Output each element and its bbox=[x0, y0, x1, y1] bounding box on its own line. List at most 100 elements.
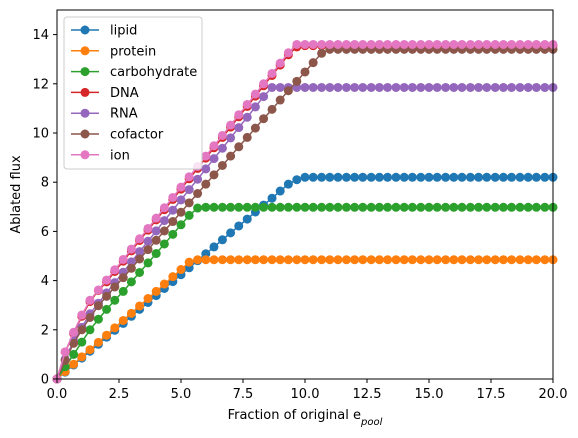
data-point bbox=[226, 120, 236, 130]
data-point bbox=[507, 255, 517, 265]
data-point bbox=[267, 193, 277, 203]
data-point bbox=[226, 255, 236, 265]
data-point bbox=[424, 202, 434, 212]
y-axis-title: Ablated flux bbox=[9, 155, 24, 234]
data-point bbox=[201, 255, 211, 265]
data-point bbox=[490, 82, 500, 92]
data-point bbox=[515, 255, 525, 265]
x-tick-label: 2.5 bbox=[109, 387, 130, 402]
x-tick-label: 10.0 bbox=[291, 387, 320, 402]
data-point bbox=[135, 301, 145, 311]
data-point bbox=[358, 82, 368, 92]
data-point bbox=[267, 255, 277, 265]
data-point bbox=[308, 39, 318, 49]
x-tick-label: 17.5 bbox=[477, 387, 506, 402]
data-point bbox=[217, 143, 227, 153]
data-point bbox=[482, 82, 492, 92]
data-point bbox=[135, 267, 145, 277]
data-point bbox=[226, 133, 236, 143]
data-point bbox=[366, 255, 376, 265]
data-point bbox=[259, 79, 269, 89]
data-point bbox=[449, 39, 459, 49]
data-point bbox=[383, 172, 393, 182]
data-point bbox=[498, 39, 508, 49]
data-point bbox=[383, 39, 393, 49]
data-point bbox=[416, 39, 426, 49]
data-point bbox=[110, 323, 120, 333]
data-point bbox=[350, 202, 360, 212]
data-point bbox=[366, 82, 376, 92]
data-point bbox=[449, 82, 459, 92]
data-point bbox=[482, 255, 492, 265]
x-tick-label: 5.0 bbox=[171, 387, 192, 402]
data-point bbox=[234, 255, 244, 265]
data-point bbox=[193, 174, 203, 184]
data-point bbox=[399, 255, 409, 265]
data-point bbox=[110, 282, 120, 292]
data-point bbox=[465, 82, 475, 92]
data-point bbox=[325, 202, 335, 212]
data-point bbox=[317, 82, 327, 92]
data-point bbox=[168, 217, 178, 227]
data-point bbox=[275, 255, 285, 265]
data-point bbox=[300, 172, 310, 182]
data-point bbox=[217, 255, 227, 265]
data-point bbox=[465, 202, 475, 212]
series-carbohydrate bbox=[52, 202, 558, 384]
data-point bbox=[317, 48, 327, 58]
data-point bbox=[292, 76, 302, 86]
data-point bbox=[118, 254, 128, 264]
y-tick-label: 14 bbox=[32, 28, 49, 43]
data-point bbox=[209, 170, 219, 180]
data-point bbox=[159, 226, 169, 236]
legend-label: DNA bbox=[110, 86, 139, 101]
data-point bbox=[317, 202, 327, 212]
data-point bbox=[184, 198, 194, 208]
data-point bbox=[151, 249, 161, 259]
data-point bbox=[93, 314, 103, 324]
data-point bbox=[540, 255, 550, 265]
series-layer bbox=[52, 39, 558, 384]
data-point bbox=[259, 202, 269, 212]
data-point bbox=[358, 202, 368, 212]
legend-label: lipid bbox=[110, 24, 137, 39]
data-point bbox=[250, 89, 260, 99]
y-tick-label: 0 bbox=[41, 373, 49, 388]
data-point bbox=[143, 245, 153, 255]
data-point bbox=[333, 255, 343, 265]
data-point bbox=[317, 39, 327, 49]
data-point bbox=[407, 39, 417, 49]
data-point bbox=[126, 257, 136, 267]
x-tick-label: 12.5 bbox=[353, 387, 382, 402]
data-point bbox=[292, 202, 302, 212]
data-point bbox=[374, 172, 384, 182]
data-point bbox=[498, 202, 508, 212]
ticks-layer: 0.0 2.5 5.0 7.5 10.0 12.5 15.0 17.5 20.0 0 2 4 6 8 10 1… bbox=[32, 28, 567, 402]
data-point bbox=[325, 82, 335, 92]
data-point bbox=[217, 202, 227, 212]
data-point bbox=[143, 223, 153, 233]
data-point bbox=[507, 82, 517, 92]
data-point bbox=[300, 202, 310, 212]
data-point bbox=[143, 294, 153, 304]
data-point bbox=[416, 255, 426, 265]
y-tick-label: 6 bbox=[41, 225, 49, 240]
data-point bbox=[275, 186, 285, 196]
data-point bbox=[267, 68, 277, 78]
data-point bbox=[102, 291, 112, 301]
data-point bbox=[366, 172, 376, 182]
data-point bbox=[201, 164, 211, 174]
data-point bbox=[308, 172, 318, 182]
data-point bbox=[457, 172, 467, 182]
data-point bbox=[531, 39, 541, 49]
data-point bbox=[283, 179, 293, 189]
data-point bbox=[250, 202, 260, 212]
x-axis-title-subscript: pool bbox=[360, 417, 383, 428]
data-point bbox=[85, 325, 95, 335]
data-point bbox=[325, 172, 335, 182]
data-point bbox=[325, 255, 335, 265]
data-point bbox=[102, 330, 112, 340]
data-point bbox=[366, 202, 376, 212]
data-point bbox=[275, 95, 285, 105]
legend-label: RNA bbox=[110, 107, 138, 122]
